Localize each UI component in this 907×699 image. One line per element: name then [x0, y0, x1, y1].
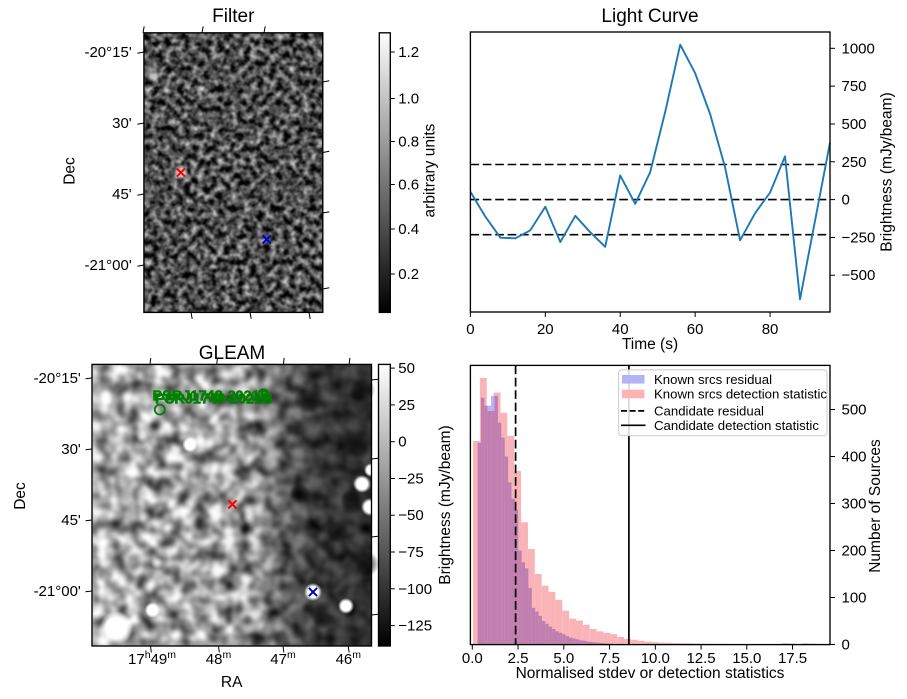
svg-text:7.5: 7.5	[599, 650, 620, 667]
svg-text:15.0: 15.0	[732, 650, 761, 667]
svg-text:0.2: 0.2	[398, 266, 419, 283]
svg-text:-20°15': -20°15'	[34, 370, 81, 387]
svg-text:1.2: 1.2	[398, 44, 419, 61]
svg-text:12.5: 12.5	[686, 650, 715, 667]
svg-text:Number of Sources: Number of Sources	[867, 439, 884, 573]
svg-text:100: 100	[842, 590, 867, 607]
svg-text:750: 750	[842, 78, 867, 95]
svg-text:0: 0	[398, 434, 406, 451]
svg-text:−75: −75	[398, 544, 423, 561]
svg-text:PSRJ1748-2021B: PSRJ1748-2021B	[153, 389, 271, 405]
svg-text:0: 0	[842, 192, 850, 209]
svg-text:Known srcs residual: Known srcs residual	[654, 372, 772, 387]
svg-text:250: 250	[842, 154, 867, 171]
svg-text:200: 200	[842, 543, 867, 560]
svg-text:45': 45'	[112, 186, 132, 203]
svg-text:0: 0	[466, 321, 474, 338]
svg-text:500: 500	[842, 116, 867, 133]
svg-text:RA: RA	[221, 674, 243, 691]
svg-text:Candidate residual: Candidate residual	[654, 403, 764, 418]
svg-text:500: 500	[842, 402, 867, 419]
svg-text:2.5: 2.5	[508, 650, 529, 667]
svg-text:GLEAM: GLEAM	[199, 343, 266, 364]
svg-text:46m: 46m	[336, 649, 362, 668]
svg-text:−50: −50	[398, 507, 423, 524]
svg-text:0.6: 0.6	[398, 177, 419, 194]
svg-text:Filter: Filter	[212, 6, 255, 27]
svg-text:10.0: 10.0	[641, 650, 670, 667]
svg-text:30': 30'	[61, 441, 81, 458]
svg-text:1000: 1000	[842, 40, 875, 57]
svg-text:20: 20	[537, 321, 554, 338]
svg-text:47m: 47m	[270, 649, 296, 668]
svg-text:Dec: Dec	[12, 482, 29, 510]
svg-text:50: 50	[398, 360, 415, 377]
svg-text:5.0: 5.0	[553, 650, 574, 667]
svg-text:0: 0	[842, 637, 850, 654]
svg-text:25: 25	[398, 397, 415, 414]
svg-text:−500: −500	[842, 267, 876, 284]
svg-text:48m: 48m	[206, 649, 232, 668]
svg-text:Light Curve: Light Curve	[601, 6, 698, 27]
svg-text:Candidate detection statistic: Candidate detection statistic	[654, 418, 819, 433]
svg-text:−250: −250	[842, 229, 876, 246]
svg-text:Time (s): Time (s)	[622, 336, 678, 353]
svg-text:300: 300	[842, 496, 867, 513]
svg-text:−25: −25	[398, 471, 423, 488]
svg-text:17.5: 17.5	[778, 650, 807, 667]
svg-text:1.0: 1.0	[398, 91, 419, 108]
svg-text:Known srcs detection statistic: Known srcs detection statistic	[654, 387, 827, 402]
svg-text:Brightness (mJy/beam): Brightness (mJy/beam)	[879, 92, 896, 251]
svg-text:PSRJ1748-2021B: PSRJ1748-2021B	[155, 392, 273, 408]
svg-text:30': 30'	[112, 115, 132, 132]
svg-text:-20°15': -20°15'	[84, 44, 131, 61]
svg-text:arbitrary units: arbitrary units	[422, 123, 439, 217]
svg-text:17h49m: 17h49m	[128, 649, 176, 668]
svg-text:0.0: 0.0	[462, 650, 483, 667]
svg-text:400: 400	[842, 449, 867, 466]
svg-text:80: 80	[762, 321, 779, 338]
svg-text:60: 60	[687, 321, 704, 338]
svg-text:0.8: 0.8	[398, 134, 419, 151]
svg-text:Normalised stdev or detection: Normalised stdev or detection statistics	[516, 665, 785, 682]
svg-text:-21°00': -21°00'	[84, 257, 131, 274]
svg-text:45': 45'	[61, 512, 81, 529]
svg-text:Brightness (mJy/beam): Brightness (mJy/beam)	[437, 425, 454, 584]
svg-text:−125: −125	[398, 618, 432, 635]
svg-text:-21°00': -21°00'	[34, 583, 81, 600]
svg-text:40: 40	[612, 321, 629, 338]
svg-text:−100: −100	[398, 581, 432, 598]
svg-text:0.4: 0.4	[398, 221, 419, 238]
svg-text:Dec: Dec	[62, 157, 79, 185]
